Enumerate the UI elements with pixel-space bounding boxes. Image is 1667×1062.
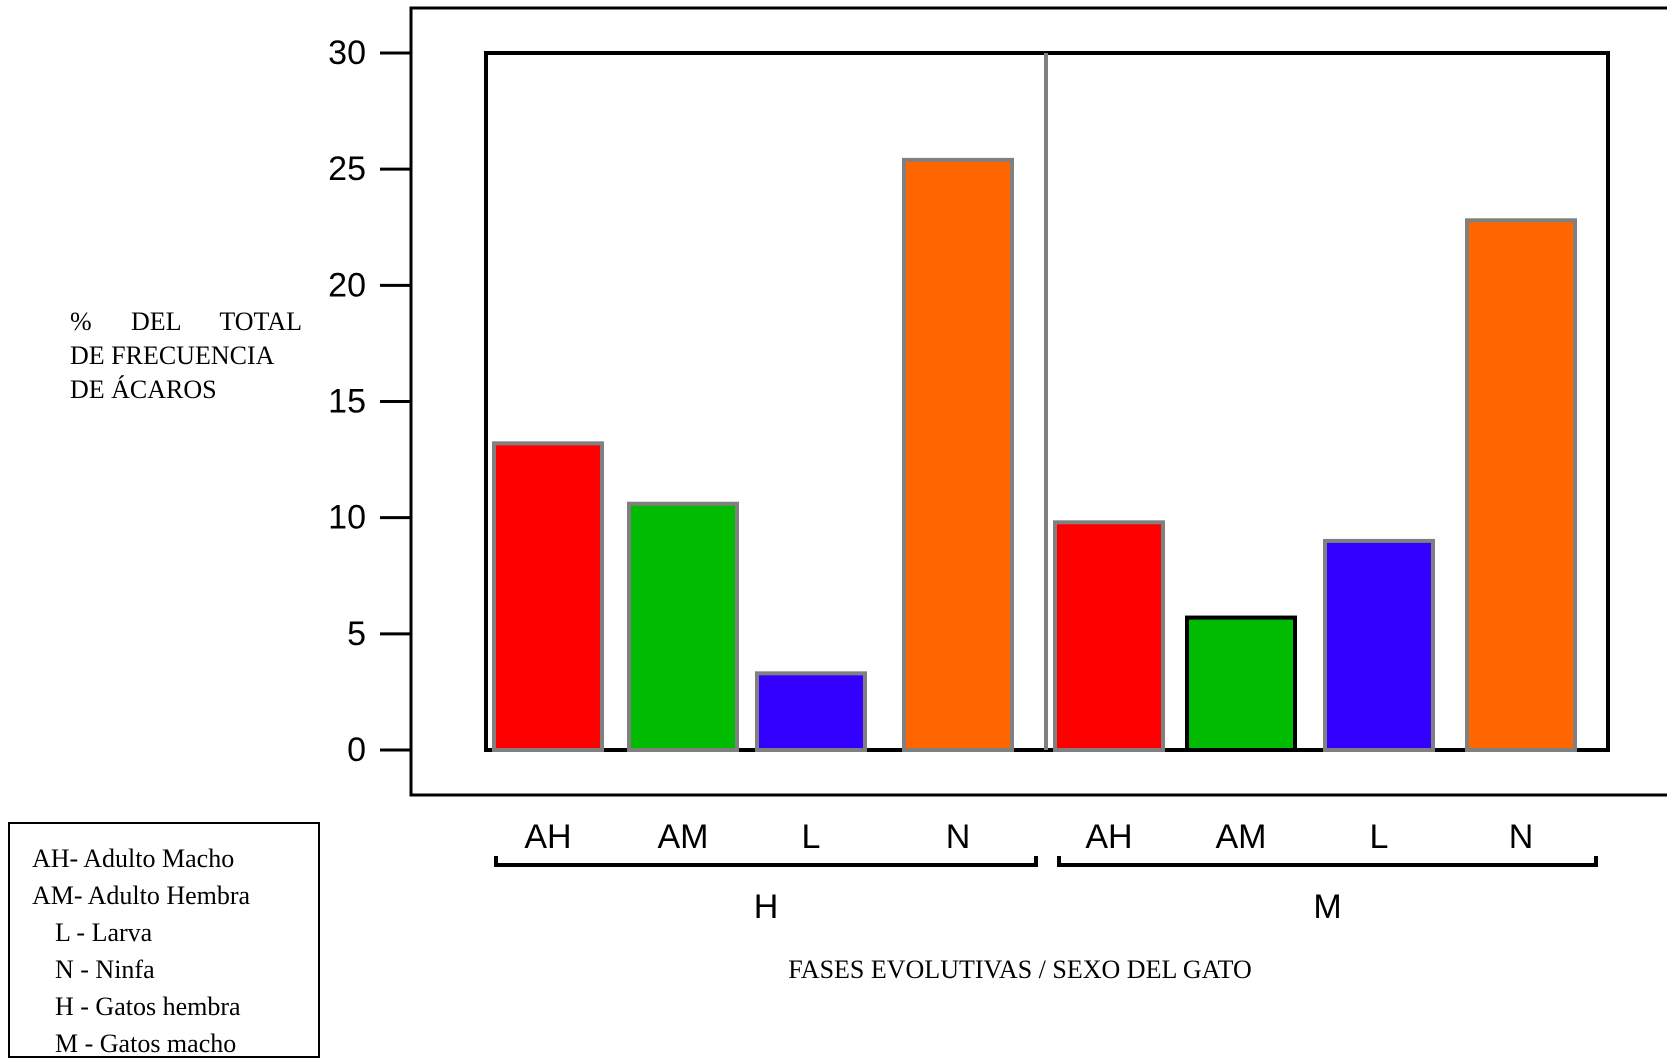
x-category-label: L bbox=[1370, 818, 1389, 856]
bar-h-am bbox=[627, 501, 739, 752]
x-category-label: AH bbox=[524, 818, 571, 856]
group-label-h: H bbox=[754, 888, 779, 926]
legend-item-h: H - Gatos hembra bbox=[55, 992, 241, 1021]
legend-item-m: M - Gatos macho bbox=[55, 1029, 237, 1058]
bar-m-l bbox=[1323, 538, 1435, 753]
x-category-label: AM bbox=[1216, 818, 1267, 856]
y-axis-title-line-3: DE ÁCAROS bbox=[70, 375, 217, 404]
bar-h-l bbox=[755, 671, 867, 753]
y-tick-label: 15 bbox=[328, 383, 366, 421]
x-axis-title: FASES EVOLUTIVAS / SEXO DEL GATO bbox=[788, 955, 1252, 984]
group-label-m: M bbox=[1313, 888, 1341, 926]
bar-h-ah bbox=[492, 441, 604, 752]
group-bracket-h bbox=[494, 856, 1038, 867]
x-category-label: AH bbox=[1085, 818, 1132, 856]
y-tick-label: 10 bbox=[328, 499, 366, 537]
legend-item-am: AM- Adulto Hembra bbox=[32, 881, 251, 910]
y-axis-title: % DEL TOTAL DE FRECUENCIA DE ÁCAROS bbox=[70, 305, 302, 407]
legend-item-n: N - Ninfa bbox=[55, 955, 155, 984]
x-category-label: N bbox=[1509, 818, 1534, 856]
x-category-label: AM bbox=[658, 818, 709, 856]
y-tick-label: 25 bbox=[328, 150, 366, 188]
y-tick-label: 30 bbox=[328, 34, 366, 72]
bar-h-n bbox=[902, 157, 1014, 752]
group-bracket-m bbox=[1057, 856, 1598, 867]
y-tick-label: 0 bbox=[347, 731, 366, 769]
y-axis-title-line-2: DE FRECUENCIA bbox=[70, 341, 275, 370]
y-tick-label: 20 bbox=[328, 266, 366, 304]
legend-item-l: L - Larva bbox=[55, 918, 153, 947]
x-category-label: N bbox=[946, 818, 971, 856]
x-category-label: L bbox=[802, 818, 821, 856]
legend: AH- Adulto Macho AM- Adulto Hembra L - L… bbox=[8, 822, 320, 1058]
y-tick-label: 5 bbox=[347, 615, 366, 653]
legend-item-ah: AH- Adulto Macho bbox=[32, 844, 235, 873]
bar-m-am bbox=[1185, 615, 1297, 752]
bar-m-ah bbox=[1053, 520, 1165, 753]
y-axis-title-line-1: % DEL TOTAL bbox=[70, 307, 302, 336]
bar-m-n bbox=[1465, 218, 1577, 752]
